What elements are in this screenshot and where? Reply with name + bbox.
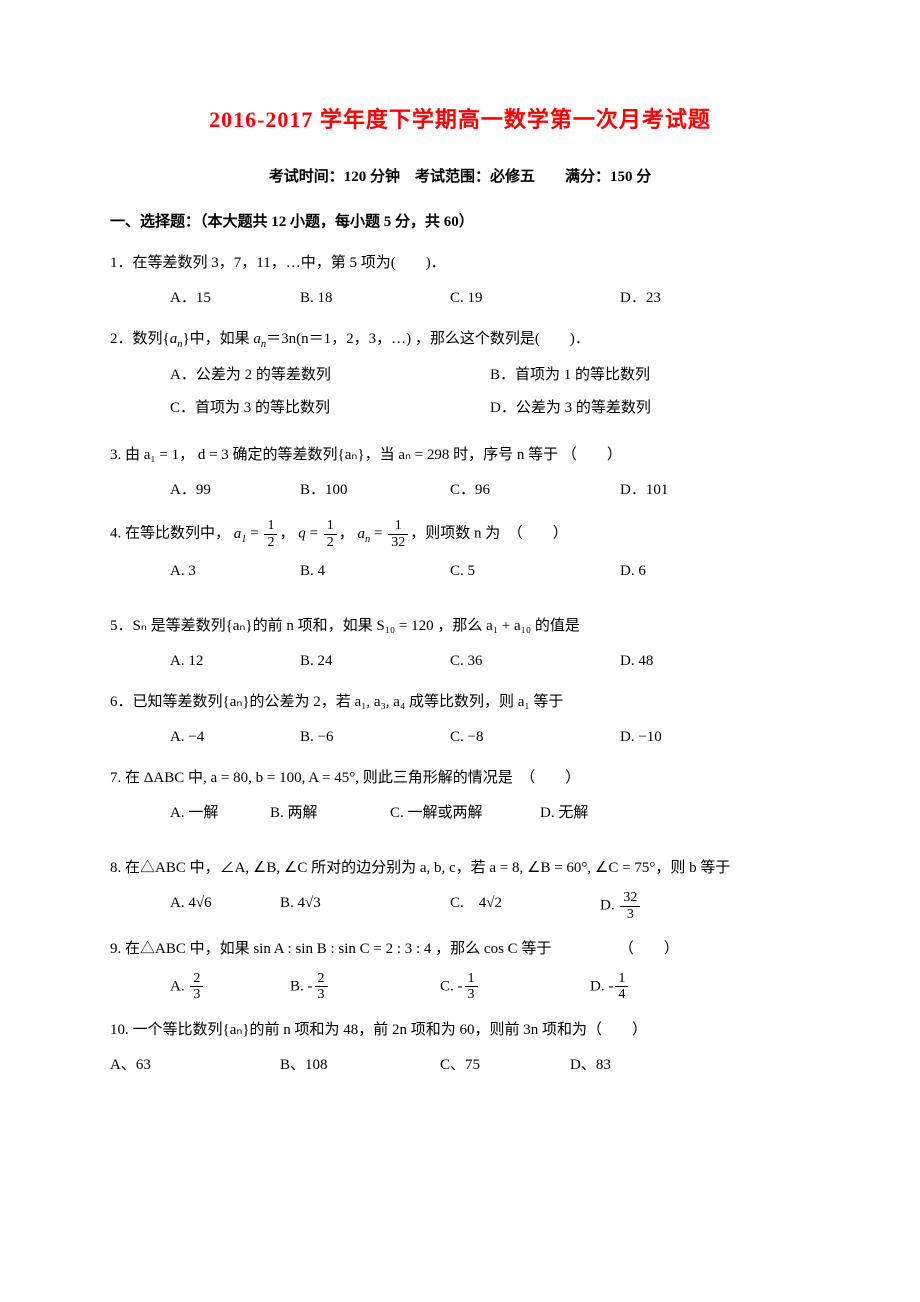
q3-text: 3. 由 a₁ = 1， d = 3 确定的等差数列{aₙ}，当 aₙ = 29… <box>110 442 810 469</box>
q2-opt-b: B．首项为 1 的等比数列 <box>490 362 810 389</box>
q8-options: A. 4√6 B. 4√3 C. 4√2 D. 323 <box>110 890 810 922</box>
q5-opt-a: A. 12 <box>170 648 300 675</box>
q10-opt-b: B、108 <box>280 1052 440 1079</box>
q4-frac1: 12 <box>264 518 277 550</box>
question-9: 9. 在△ABC 中，如果 sin A : sin B : sin C = 2 … <box>110 936 810 1003</box>
q1-opt-a: A．15 <box>170 285 300 312</box>
q10-opt-d: D、83 <box>570 1052 611 1079</box>
q4-opt-d: D. 6 <box>620 558 740 585</box>
question-2: 2．数列{an}中，如果 an＝3n(n＝1，2，3，…) ，那么这个数列是( … <box>110 326 810 429</box>
q1-options: A．15 B. 18 C. 19 D．23 <box>110 285 810 312</box>
q9-opt-b: B. -23 <box>290 971 440 1003</box>
q9-d-frac: 14 <box>615 971 628 1003</box>
q7-opt-a: A. 一解 <box>170 800 270 827</box>
q2-opt-a: A．公差为 2 的等差数列 <box>170 362 490 389</box>
q3-options: A．99 B．100 C．96 D．101 <box>110 477 810 504</box>
q9-c-frac: 13 <box>465 971 478 1003</box>
q2-text-after: ＝3n(n＝1，2，3，…) ，那么这个数列是( )． <box>266 331 590 347</box>
q9-text: 9. 在△ABC 中，如果 sin A : sin B : sin C = 2 … <box>110 936 810 963</box>
q4-opt-a: A. 3 <box>170 558 300 585</box>
q4-prefix: 4. 在等比数列中， <box>110 526 230 542</box>
q4-suffix: ，则项数 n 为 （ ） <box>410 526 568 542</box>
q6-opt-a: A. −4 <box>170 724 300 751</box>
q3-opt-d: D．101 <box>620 477 740 504</box>
q9-b-label: B. - <box>290 978 313 994</box>
q4-frac3: 132 <box>388 518 408 550</box>
q6-options: A. −4 B. −6 C. −8 D. −10 <box>110 724 810 751</box>
q2-text: 2．数列{an}中，如果 an＝3n(n＝1，2，3，…) ，那么这个数列是( … <box>110 326 810 355</box>
q1-text: 1．在等差数列 3，7，11，…中，第 5 项为( )． <box>110 250 810 277</box>
q9-opt-c: C. -13 <box>440 971 590 1003</box>
q1-opt-d: D．23 <box>620 285 740 312</box>
q10-opt-a: A、63 <box>110 1052 280 1079</box>
section-1-header: 一、选择题：（本大题共 12 小题，每小题 5 分，共 60） <box>110 209 810 236</box>
q8-opt-a: A. 4√6 <box>170 890 280 922</box>
q7-opt-b: B. 两解 <box>270 800 390 827</box>
question-7: 7. 在 ΔABC 中, a = 80, b = 100, A = 45°, 则… <box>110 765 810 827</box>
q1-opt-c: C. 19 <box>450 285 620 312</box>
q8-opt-c: C. 4√2 <box>450 890 600 922</box>
q4-an: an <box>357 526 370 542</box>
question-6: 6．已知等差数列{aₙ}的公差为 2，若 a₁, a₃, a₄ 成等比数列，则 … <box>110 689 810 751</box>
q4-frac2: 12 <box>324 518 337 550</box>
q9-b-frac: 23 <box>315 971 328 1003</box>
page-title: 2016-2017 学年度下学期高一数学第一次月考试题 <box>110 100 810 140</box>
q4-a1: a1 <box>234 526 247 542</box>
q7-options: A. 一解 B. 两解 C. 一解或两解 D. 无解 <box>110 800 810 827</box>
q4-mid1: ， <box>279 526 294 542</box>
q2-var-an2: an <box>253 331 266 347</box>
q8-d-label: D. <box>600 898 618 914</box>
question-3: 3. 由 a₁ = 1， d = 3 确定的等差数列{aₙ}，当 aₙ = 29… <box>110 442 810 504</box>
q9-opt-d: D. -14 <box>590 971 630 1003</box>
q5-options: A. 12 B. 24 C. 36 D. 48 <box>110 648 810 675</box>
q5-opt-d: D. 48 <box>620 648 740 675</box>
q5-text: 5．Sₙ 是等差数列{aₙ}的前 n 项和，如果 S₁₀ = 120 ，那么 a… <box>110 613 810 640</box>
q2-text-mid: }中，如果 <box>182 331 253 347</box>
q6-opt-d: D. −10 <box>620 724 740 751</box>
exam-info: 考试时间：120 分钟 考试范围：必修五 满分：150 分 <box>110 164 810 191</box>
q6-text: 6．已知等差数列{aₙ}的公差为 2，若 a₁, a₃, a₄ 成等比数列，则 … <box>110 689 810 716</box>
q9-a-label: A. <box>170 978 188 994</box>
q5-opt-b: B. 24 <box>300 648 450 675</box>
q9-c-label: C. - <box>440 978 463 994</box>
question-5: 5．Sₙ 是等差数列{aₙ}的前 n 项和，如果 S₁₀ = 120 ，那么 a… <box>110 613 810 675</box>
q8-opt-b: B. 4√3 <box>280 890 450 922</box>
q2-text-before: 2．数列{ <box>110 331 170 347</box>
q2-opt-c: C．首项为 3 的等比数列 <box>170 395 490 422</box>
q6-opt-b: B. −6 <box>300 724 450 751</box>
q9-opt-a: A. 23 <box>170 971 290 1003</box>
q7-opt-d: D. 无解 <box>540 800 588 827</box>
question-1: 1．在等差数列 3，7，11，…中，第 5 项为( )． A．15 B. 18 … <box>110 250 810 312</box>
q9-a-frac: 23 <box>190 971 203 1003</box>
question-4: 4. 在等比数列中， a1 = 12， q = 12， an = 132，则项数… <box>110 518 810 585</box>
q4-opt-b: B. 4 <box>300 558 450 585</box>
q2-var-an: an <box>170 331 183 347</box>
q10-text: 10. 一个等比数列{aₙ}的前 n 项和为 48，前 2n 项和为 60，则前… <box>110 1017 810 1044</box>
q2-options: A．公差为 2 的等差数列 B．首项为 1 的等比数列 C．首项为 3 的等比数… <box>110 362 810 428</box>
q2-opt-d: D．公差为 3 的等差数列 <box>490 395 810 422</box>
question-10: 10. 一个等比数列{aₙ}的前 n 项和为 48，前 2n 项和为 60，则前… <box>110 1017 810 1079</box>
q10-opt-c: C、75 <box>440 1052 570 1079</box>
q10-options: A、63 B、108 C、75 D、83 <box>110 1052 810 1079</box>
q9-d-label: D. - <box>590 978 613 994</box>
q3-opt-b: B．100 <box>300 477 450 504</box>
q5-opt-c: C. 36 <box>450 648 620 675</box>
q1-opt-b: B. 18 <box>300 285 450 312</box>
q8-d-frac: 323 <box>620 890 640 922</box>
q8-text: 8. 在△ABC 中，∠A, ∠B, ∠C 所对的边分别为 a, b, c，若 … <box>110 855 810 882</box>
q3-opt-a: A．99 <box>170 477 300 504</box>
question-8: 8. 在△ABC 中，∠A, ∠B, ∠C 所对的边分别为 a, b, c，若 … <box>110 855 810 922</box>
q6-opt-c: C. −8 <box>450 724 620 751</box>
q9-options: A. 23 B. -23 C. -13 D. -14 <box>110 971 810 1003</box>
q4-opt-c: C. 5 <box>450 558 620 585</box>
q8-opt-d: D. 323 <box>600 890 642 922</box>
q3-opt-c: C．96 <box>450 477 620 504</box>
q4-mid2: ， <box>339 526 354 542</box>
q4-q: q <box>298 526 306 542</box>
q4-options: A. 3 B. 4 C. 5 D. 6 <box>110 558 810 585</box>
q4-text: 4. 在等比数列中， a1 = 12， q = 12， an = 132，则项数… <box>110 518 810 550</box>
q7-opt-c: C. 一解或两解 <box>390 800 540 827</box>
q7-text: 7. 在 ΔABC 中, a = 80, b = 100, A = 45°, 则… <box>110 765 810 792</box>
